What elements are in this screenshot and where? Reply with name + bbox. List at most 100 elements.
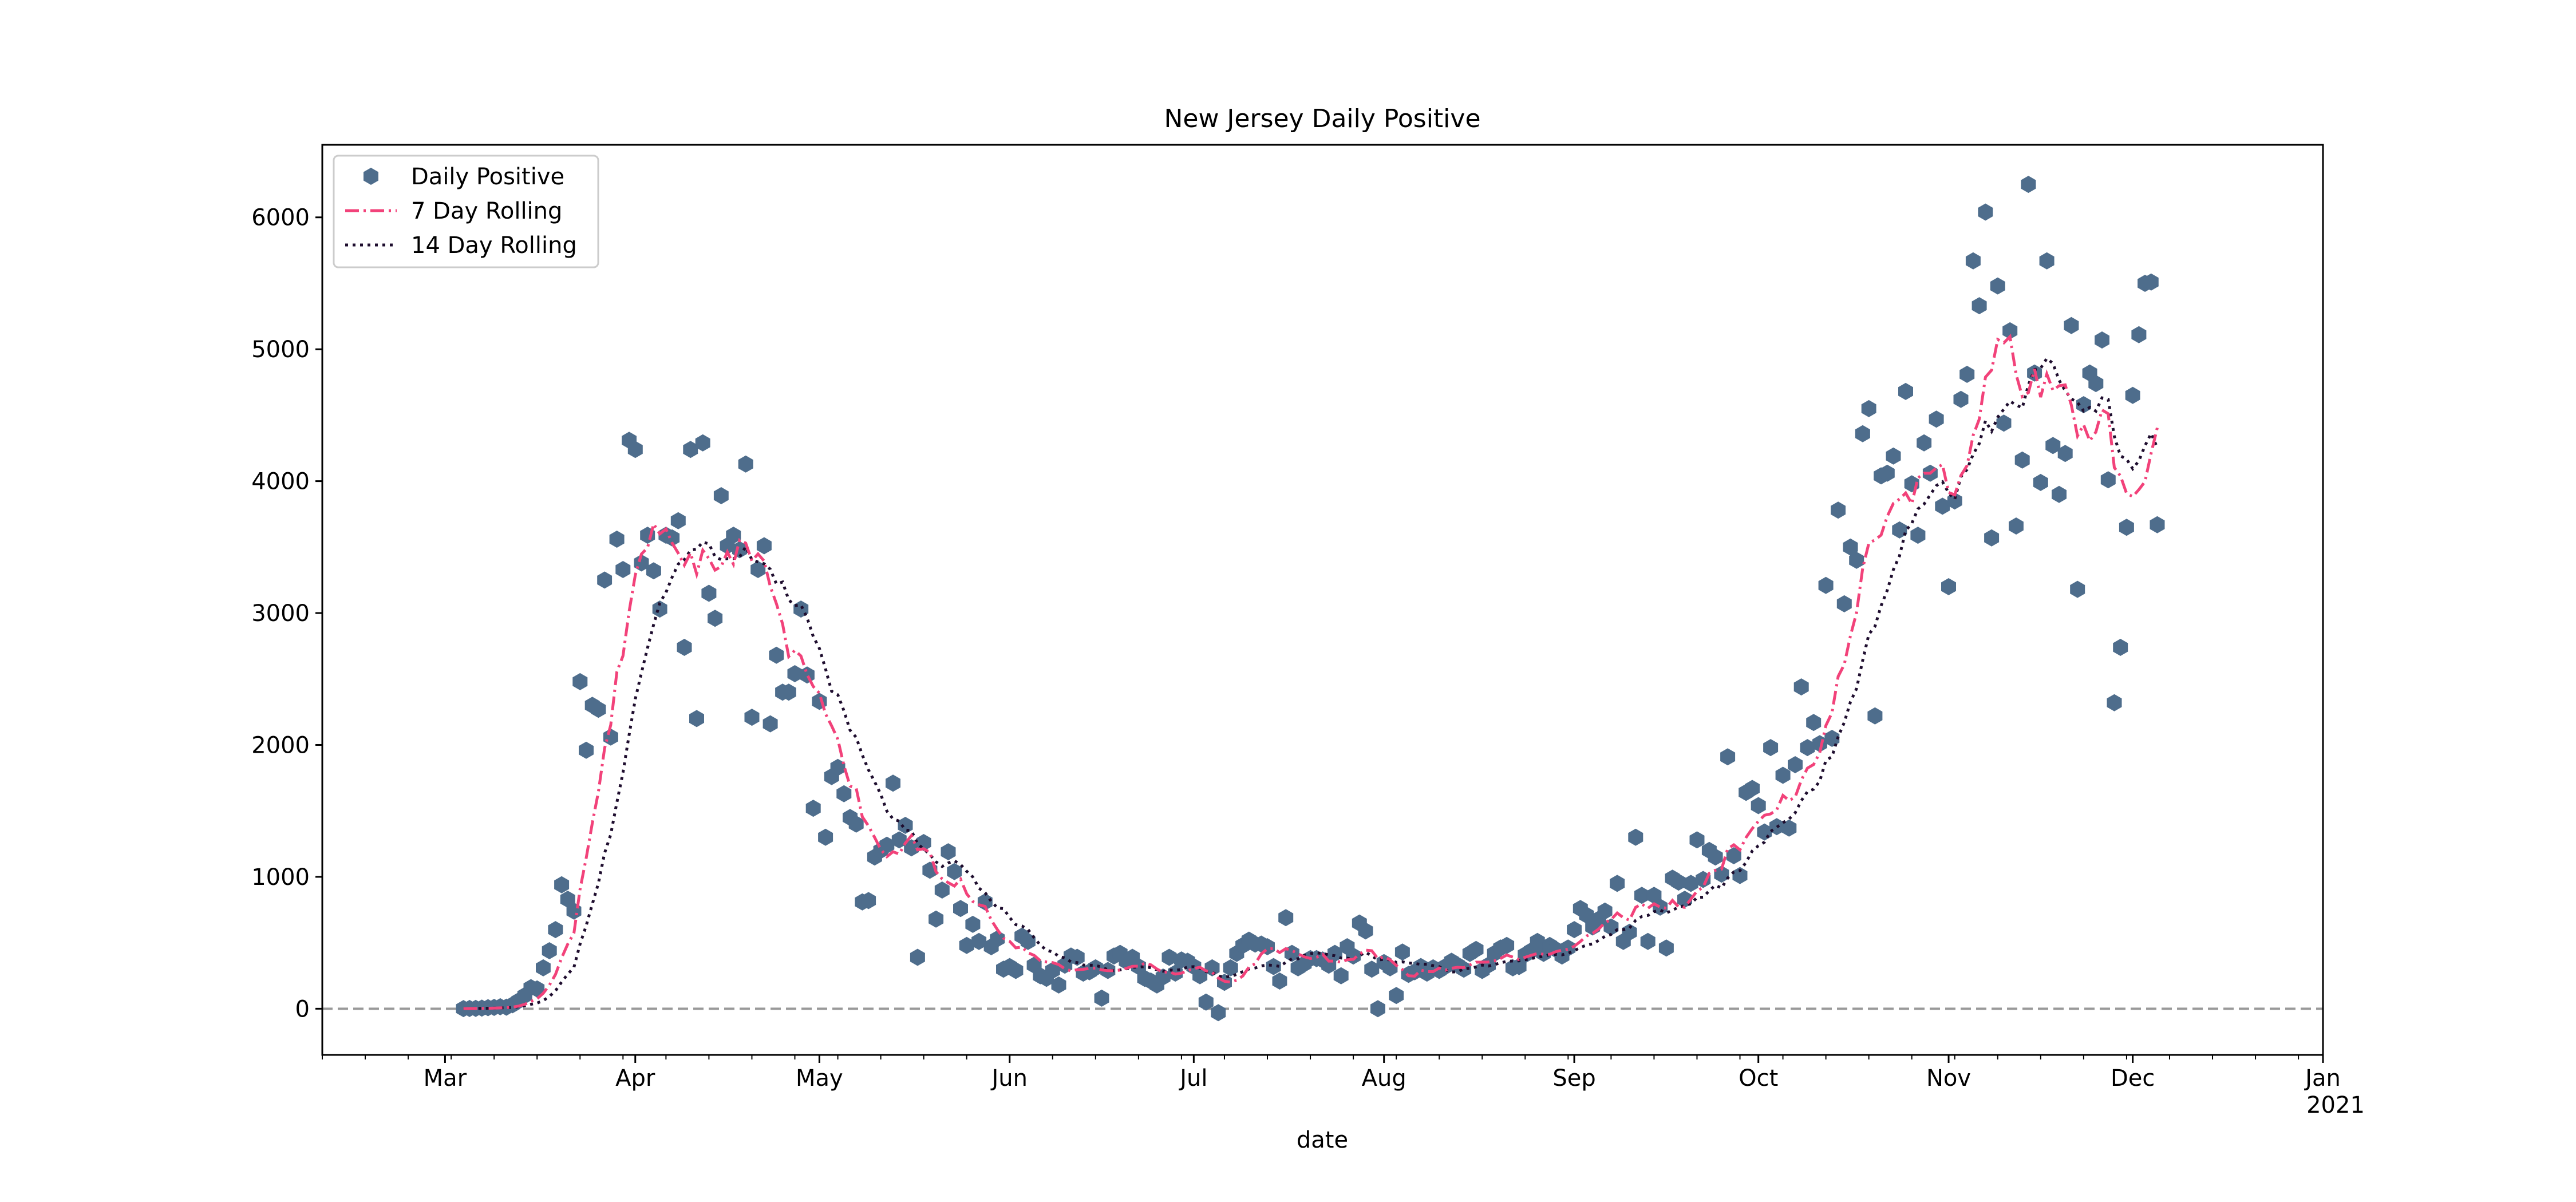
data-point	[2076, 396, 2091, 413]
data-point	[2150, 516, 2165, 533]
data-point	[1266, 958, 1281, 975]
data-point	[670, 512, 686, 529]
data-point	[934, 881, 950, 899]
data-point	[1658, 939, 1674, 957]
data-point	[1094, 989, 1109, 1007]
data-point	[1996, 414, 2012, 432]
x-tick-label: Jun	[990, 1065, 1028, 1092]
data-point	[1726, 847, 1741, 864]
data-point	[1990, 277, 2005, 295]
data-point	[1745, 780, 1760, 797]
data-point	[861, 892, 876, 910]
data-point	[959, 936, 974, 954]
data-point	[1683, 875, 1698, 892]
data-point	[1855, 425, 1870, 442]
data-point	[2113, 639, 2128, 656]
data-point	[646, 562, 661, 580]
x-tick-label: Jul	[1178, 1065, 1207, 1092]
data-point	[1929, 410, 1944, 428]
line-14-day-rolling	[463, 356, 2159, 1010]
data-point	[1389, 987, 1404, 1005]
y-tick-label: 3000	[251, 600, 310, 627]
plot-area	[322, 176, 2323, 1022]
data-point	[1622, 923, 1637, 941]
data-point	[708, 610, 723, 627]
data-point	[2021, 176, 2036, 193]
data-point	[904, 839, 919, 857]
data-point	[1364, 960, 1380, 978]
data-point	[1499, 936, 1515, 954]
data-point	[1020, 932, 1036, 950]
data-point	[1370, 1000, 1385, 1018]
data-point	[1579, 906, 1594, 924]
data-point	[836, 785, 852, 802]
data-point	[1831, 501, 1846, 519]
data-point	[560, 891, 575, 908]
data-point	[1597, 902, 1613, 920]
legend-label-daily-positive: Daily Positive	[411, 164, 564, 190]
data-point	[2119, 519, 2134, 536]
x-axis-label: date	[1297, 1127, 1348, 1153]
data-point	[2131, 326, 2147, 343]
data-point	[1198, 993, 1214, 1011]
data-point	[965, 915, 981, 933]
data-point	[689, 710, 704, 727]
data-point	[1788, 756, 1803, 773]
y-tick-label: 4000	[251, 469, 310, 495]
data-point	[1953, 390, 1969, 408]
data-point	[1511, 958, 1527, 975]
x-year-label: 2021	[2306, 1092, 2365, 1118]
legend-marker-daily-positive	[364, 168, 378, 185]
x-tick-label: Mar	[424, 1065, 467, 1092]
data-point	[738, 455, 753, 473]
data-point	[1468, 940, 1484, 958]
data-point	[818, 828, 833, 846]
data-point	[1806, 714, 1822, 732]
data-point	[1781, 819, 1797, 837]
data-point	[971, 932, 987, 950]
data-point	[1211, 1004, 1226, 1022]
data-point	[2002, 322, 2018, 339]
data-point	[990, 930, 1005, 948]
data-point	[769, 646, 784, 664]
data-point	[1333, 967, 1349, 984]
data-point	[2125, 386, 2140, 404]
data-point	[1879, 464, 1895, 482]
data-point	[1843, 538, 1858, 556]
data-point	[750, 561, 766, 578]
data-point	[1358, 922, 1373, 940]
data-point	[1867, 707, 1883, 725]
data-point	[1935, 497, 1950, 515]
data-point	[1793, 678, 1809, 696]
data-point	[1959, 366, 1975, 383]
data-point	[2014, 451, 2030, 469]
data-point	[1610, 875, 1625, 892]
data-point	[1045, 962, 1060, 979]
data-point	[805, 800, 821, 817]
data-point	[1671, 873, 1686, 891]
data-point	[1910, 527, 1926, 544]
data-point	[1763, 739, 1779, 757]
data-point	[1327, 944, 1342, 962]
data-point	[713, 487, 729, 504]
x-tick-label: Apr	[615, 1065, 655, 1092]
data-point	[579, 741, 594, 759]
data-point	[627, 441, 643, 458]
data-point	[2107, 694, 2122, 711]
data-point	[2009, 517, 2024, 535]
data-point	[1775, 766, 1791, 784]
data-point	[910, 948, 925, 966]
data-point	[726, 527, 741, 544]
data-point	[2045, 437, 2061, 454]
legend-label-7-day-rolling: 7 Day Rolling	[411, 198, 562, 224]
data-point	[530, 980, 545, 998]
data-point	[947, 863, 962, 880]
data-point	[1628, 828, 1643, 846]
data-point	[572, 673, 588, 690]
data-point	[1818, 576, 1834, 594]
data-point	[1812, 735, 1827, 753]
data-point	[886, 774, 900, 792]
data-point	[1696, 871, 1711, 888]
data-point	[683, 441, 698, 458]
x-tick-label: Jan	[2304, 1065, 2341, 1092]
